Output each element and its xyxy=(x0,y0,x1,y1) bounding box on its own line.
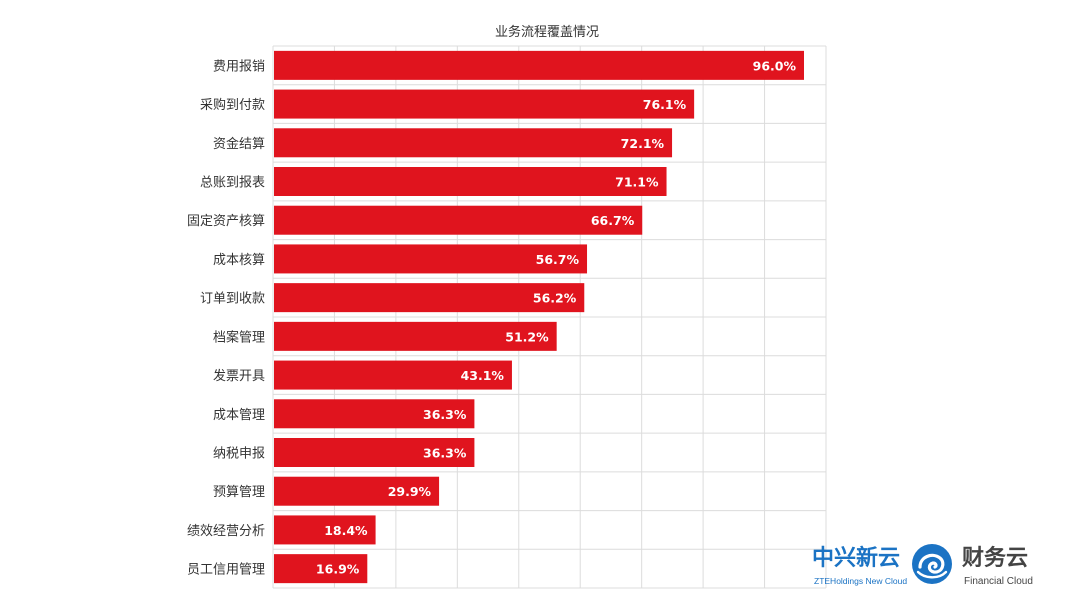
bar xyxy=(274,244,588,274)
brand-name-en: ZTEHoldings New Cloud xyxy=(814,576,908,586)
category-label: 成本核算 xyxy=(213,253,265,268)
bar xyxy=(274,515,376,545)
bar-value-label: 56.2% xyxy=(533,291,577,306)
bar xyxy=(274,554,368,584)
bar-value-label: 56.7% xyxy=(536,252,580,267)
bar-value-label: 18.4% xyxy=(324,523,368,538)
bar xyxy=(274,438,475,467)
bar-value-label: 16.9% xyxy=(316,562,360,577)
category-label: 成本管理 xyxy=(213,408,265,423)
grid-lines xyxy=(272,45,827,589)
category-label: 固定资产核算 xyxy=(187,214,265,229)
bar-value-label: 66.7% xyxy=(591,213,635,228)
bar xyxy=(274,50,804,80)
bar xyxy=(274,283,585,313)
bar xyxy=(274,89,695,119)
category-label: 费用报销 xyxy=(213,59,265,74)
bar xyxy=(274,399,475,429)
product-name-en: Financial Cloud xyxy=(964,576,1033,587)
category-label: 纳税申报 xyxy=(213,447,265,462)
category-label: 预算管理 xyxy=(213,485,265,500)
bar xyxy=(274,167,667,196)
bars-group: 费用报销 96.0% 采购到付款 76.1% 资金结算 72.1% 总账到报表 71.1% 固定… xyxy=(187,50,804,584)
bar xyxy=(274,128,673,158)
bar-value-label: 29.9% xyxy=(388,484,432,499)
category-label: 订单到收款 xyxy=(200,292,265,307)
category-label: 总账到报表 xyxy=(200,176,265,191)
bar-value-label: 43.1% xyxy=(461,368,505,383)
bar-value-label: 51.2% xyxy=(505,329,549,344)
bar-value-label: 96.0% xyxy=(753,58,797,73)
category-label: 资金结算 xyxy=(213,136,265,152)
bar-value-label: 71.1% xyxy=(615,175,659,190)
category-label: 员工信用管理 xyxy=(187,563,265,578)
chart-title: 业务流程覆盖情况 xyxy=(495,24,599,40)
category-label: 发票开具 xyxy=(213,368,265,384)
category-label: 档案管理 xyxy=(213,330,265,345)
bar-value-label: 76.1% xyxy=(643,97,687,112)
product-name-cn: 财务云 xyxy=(962,546,1029,571)
bar xyxy=(274,205,643,235)
bar xyxy=(274,321,557,351)
bar-value-label: 36.3% xyxy=(423,446,467,461)
category-label: 采购到付款 xyxy=(200,97,265,113)
brand-name-cn: 中兴新云 xyxy=(812,546,901,571)
brand-logo: 中兴新云 ZTEHoldings New Cloud 财务云 Financial… xyxy=(812,540,1042,595)
category-label: 绩效经营分析 xyxy=(187,524,265,539)
bar-value-label: 72.1% xyxy=(621,136,665,151)
bar-value-label: 36.3% xyxy=(423,407,467,422)
bar xyxy=(274,360,512,390)
bar xyxy=(274,476,440,506)
cloud-swirl-icon xyxy=(912,544,952,584)
